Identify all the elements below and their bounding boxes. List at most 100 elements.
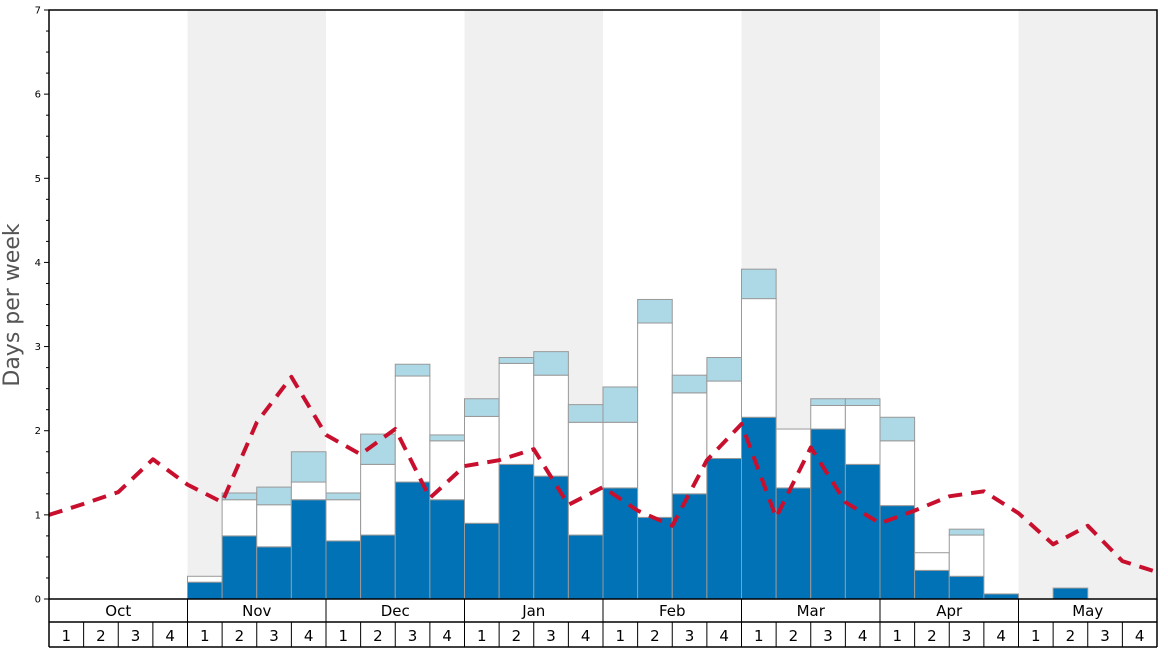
bar-segment-bottom-6	[256, 546, 292, 600]
bar-segment-bottom-22	[810, 428, 846, 600]
bar-segment-middle-4	[187, 575, 223, 583]
bar-segment-top-23	[844, 398, 881, 406]
week-label-oct-2: 2	[96, 627, 106, 645]
month-label-oct: Oct	[105, 602, 131, 620]
week-label-jan-3: 3	[546, 627, 556, 645]
bar-segment-bottom-7	[290, 499, 327, 600]
y-tick-label-7: 7	[35, 6, 41, 17]
bar-segment-top-22	[810, 398, 846, 406]
bar-segment-bottom-12	[464, 522, 500, 600]
bar-segment-middle-5	[221, 499, 258, 537]
week-label-dec-1: 1	[339, 627, 349, 645]
bar-segment-top-10	[394, 363, 431, 377]
average-line	[48, 374, 1158, 575]
month-shade-may	[1018, 10, 1157, 599]
week-label-mar-2: 2	[789, 627, 799, 645]
bar-segment-bottom-27	[983, 593, 1019, 600]
week-label-mar-1: 1	[754, 627, 764, 645]
bar-segment-bottom-18	[671, 493, 708, 600]
bar-segment-bottom-17	[637, 516, 673, 600]
bar-segment-top-11	[429, 434, 465, 442]
y-tick-label-6: 6	[35, 90, 41, 101]
bar-segment-top-19	[706, 357, 742, 382]
week-label-feb-4: 4	[719, 627, 729, 645]
week-label-jan-2: 2	[512, 627, 522, 645]
month-label-mar: Mar	[797, 602, 826, 620]
bar-segment-middle-7	[290, 481, 327, 501]
bar-segment-top-17	[637, 298, 673, 324]
y-axis-title: Days per week	[0, 223, 25, 386]
y-tick-label-3: 3	[35, 342, 41, 353]
week-label-nov-1: 1	[200, 627, 210, 645]
x-axis: Oct 1 2 3 4 Nov 1 2 3 4 Dec 1 2 3 4 Jan 1 2 3 4 Feb 1 2 3 4 Mar 1 2…	[48, 599, 1158, 648]
month-label-may: May	[1072, 602, 1103, 620]
y-tick-label-5: 5	[35, 174, 41, 185]
week-label-apr-2: 2	[927, 627, 937, 645]
bar-segment-bottom-10	[394, 481, 431, 600]
bar-segment-top-7	[290, 451, 327, 483]
bar-segment-middle-14	[533, 374, 569, 477]
week-label-feb-1: 1	[616, 627, 626, 645]
bar-segment-middle-12	[464, 415, 500, 524]
month-label-dec: Dec	[381, 602, 410, 620]
average-line-layer	[48, 374, 1158, 575]
week-label-may-1: 1	[1031, 627, 1041, 645]
month-shading	[187, 10, 1157, 599]
week-label-mar-4: 4	[858, 627, 868, 645]
bar-segment-middle-13	[498, 362, 535, 465]
bar-segment-top-15	[567, 404, 604, 423]
bar-segment-top-14	[533, 351, 569, 376]
week-label-feb-3: 3	[685, 627, 695, 645]
week-label-dec-2: 2	[373, 627, 383, 645]
week-label-oct-4: 4	[165, 627, 175, 645]
bar-segment-top-6	[256, 486, 292, 506]
bar-segment-bottom-25	[914, 569, 950, 600]
week-label-feb-2: 2	[650, 627, 660, 645]
bar-segment-bottom-19	[706, 457, 742, 600]
week-label-may-4: 4	[1135, 627, 1145, 645]
week-label-may-2: 2	[1066, 627, 1076, 645]
bar-segment-middle-17	[637, 322, 673, 518]
bar-segment-middle-22	[810, 404, 846, 430]
bar-segment-bottom-15	[567, 534, 604, 600]
bar-segment-top-18	[671, 374, 708, 394]
bar-segment-bottom-29	[1052, 587, 1089, 600]
bar-segment-middle-8	[325, 499, 362, 542]
bar-segment-bottom-16	[602, 487, 639, 600]
bar-segment-bottom-11	[429, 499, 465, 600]
bar-segment-middle-25	[914, 552, 950, 571]
week-label-nov-3: 3	[269, 627, 279, 645]
week-label-apr-1: 1	[893, 627, 903, 645]
bar-segment-bottom-26	[948, 575, 985, 600]
week-label-mar-3: 3	[823, 627, 833, 645]
week-label-apr-4: 4	[996, 627, 1006, 645]
bar-segment-middle-15	[567, 421, 604, 536]
y-tick-label-1: 1	[35, 510, 41, 521]
y-tick-label-0: 0	[35, 595, 41, 606]
bar-segment-bottom-4	[187, 581, 223, 600]
plot-frame	[48, 9, 1158, 600]
bar-segment-top-8	[325, 492, 362, 501]
week-label-oct-3: 3	[131, 627, 141, 645]
week-label-nov-4: 4	[304, 627, 314, 645]
week-label-oct-1: 1	[62, 627, 72, 645]
bar-segment-top-12	[464, 398, 500, 417]
bar-segment-middle-20	[741, 298, 777, 418]
week-label-apr-3: 3	[962, 627, 972, 645]
bar-segment-middle-21	[775, 428, 812, 489]
y-axis: 0 1 2 3 4 5 6 7	[35, 6, 49, 606]
bar-segment-bottom-9	[360, 534, 396, 600]
bar-segment-middle-26	[948, 534, 985, 577]
week-label-jan-4: 4	[581, 627, 591, 645]
month-label-nov: Nov	[242, 602, 271, 620]
y-tick-label-2: 2	[35, 426, 41, 437]
bar-segment-bottom-13	[498, 463, 535, 600]
bar-segment-middle-24	[879, 440, 916, 507]
y-tick-label-4: 4	[35, 258, 41, 269]
bar-segment-middle-9	[360, 463, 396, 536]
bar-segment-top-20	[741, 268, 777, 300]
bar-segment-top-24	[879, 416, 916, 442]
bar-segment-middle-18	[671, 392, 708, 495]
month-label-feb: Feb	[659, 602, 686, 620]
bar-segment-bottom-20	[741, 416, 777, 600]
